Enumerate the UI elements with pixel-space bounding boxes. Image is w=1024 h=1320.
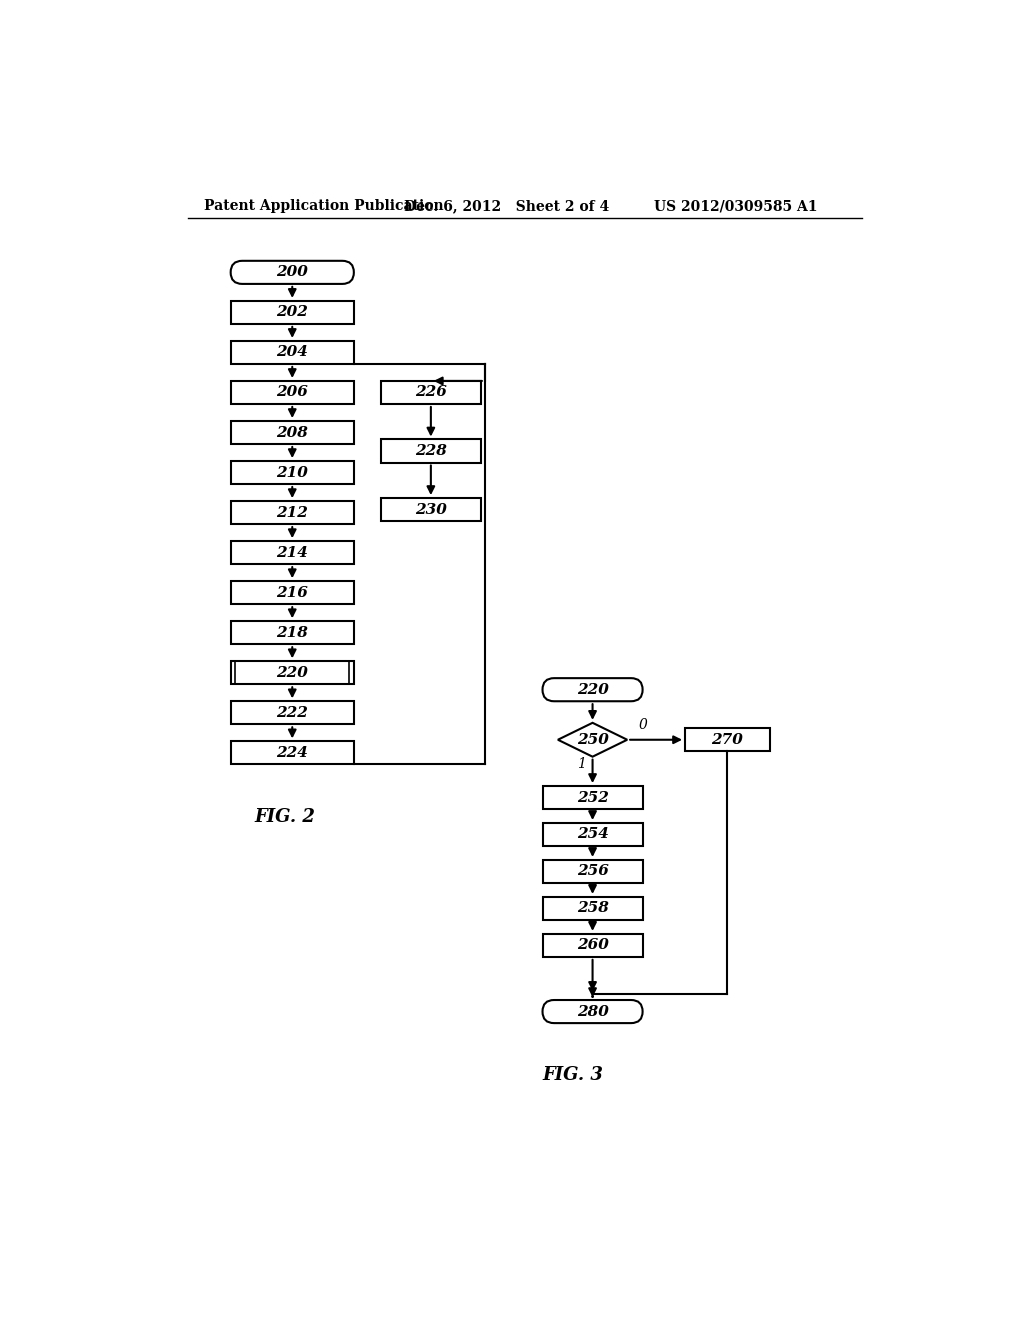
FancyBboxPatch shape — [230, 261, 354, 284]
Bar — [381, 498, 481, 521]
Text: 204: 204 — [276, 346, 308, 359]
Text: 1: 1 — [578, 758, 586, 771]
Text: FIG. 2: FIG. 2 — [254, 808, 315, 826]
Text: 260: 260 — [577, 939, 608, 952]
Text: 206: 206 — [276, 385, 308, 400]
Text: 270: 270 — [712, 733, 743, 747]
Text: 220: 220 — [276, 665, 308, 680]
Text: FIG. 3: FIG. 3 — [543, 1065, 604, 1084]
Bar — [230, 701, 354, 725]
Bar — [230, 541, 354, 564]
Bar — [230, 301, 354, 323]
Bar — [381, 440, 481, 462]
Text: 254: 254 — [577, 828, 608, 841]
Text: 216: 216 — [276, 586, 308, 599]
Text: 200: 200 — [276, 265, 308, 280]
Text: 212: 212 — [276, 506, 308, 520]
Bar — [543, 785, 643, 809]
Bar — [230, 742, 354, 764]
Text: 230: 230 — [415, 503, 446, 516]
Bar — [230, 661, 354, 684]
Text: 250: 250 — [577, 733, 608, 747]
Text: Patent Application Publication: Patent Application Publication — [204, 199, 443, 213]
Text: 228: 228 — [415, 444, 446, 458]
Polygon shape — [558, 723, 628, 756]
Bar — [543, 822, 643, 846]
Text: 222: 222 — [276, 706, 308, 719]
Text: Dec. 6, 2012   Sheet 2 of 4: Dec. 6, 2012 Sheet 2 of 4 — [403, 199, 609, 213]
Bar — [230, 341, 354, 364]
Text: 208: 208 — [276, 425, 308, 440]
FancyBboxPatch shape — [543, 1001, 643, 1023]
Text: 218: 218 — [276, 626, 308, 640]
Bar — [230, 622, 354, 644]
Text: 226: 226 — [415, 385, 446, 400]
Bar — [543, 896, 643, 920]
Bar — [543, 933, 643, 957]
Text: 252: 252 — [577, 791, 608, 804]
Bar — [230, 502, 354, 524]
Text: 256: 256 — [577, 865, 608, 878]
Text: 0: 0 — [638, 718, 647, 733]
Text: 210: 210 — [276, 466, 308, 479]
Bar — [230, 461, 354, 484]
Text: 258: 258 — [577, 902, 608, 915]
Text: 220: 220 — [577, 682, 608, 697]
Text: 202: 202 — [276, 305, 308, 319]
FancyBboxPatch shape — [543, 678, 643, 701]
Text: 224: 224 — [276, 746, 308, 760]
Text: US 2012/0309585 A1: US 2012/0309585 A1 — [654, 199, 817, 213]
Bar — [230, 381, 354, 404]
Bar — [381, 381, 481, 404]
Bar — [230, 581, 354, 605]
Bar — [543, 859, 643, 883]
Bar — [230, 421, 354, 444]
Text: 280: 280 — [577, 1005, 608, 1019]
Bar — [685, 729, 770, 751]
Text: 214: 214 — [276, 545, 308, 560]
